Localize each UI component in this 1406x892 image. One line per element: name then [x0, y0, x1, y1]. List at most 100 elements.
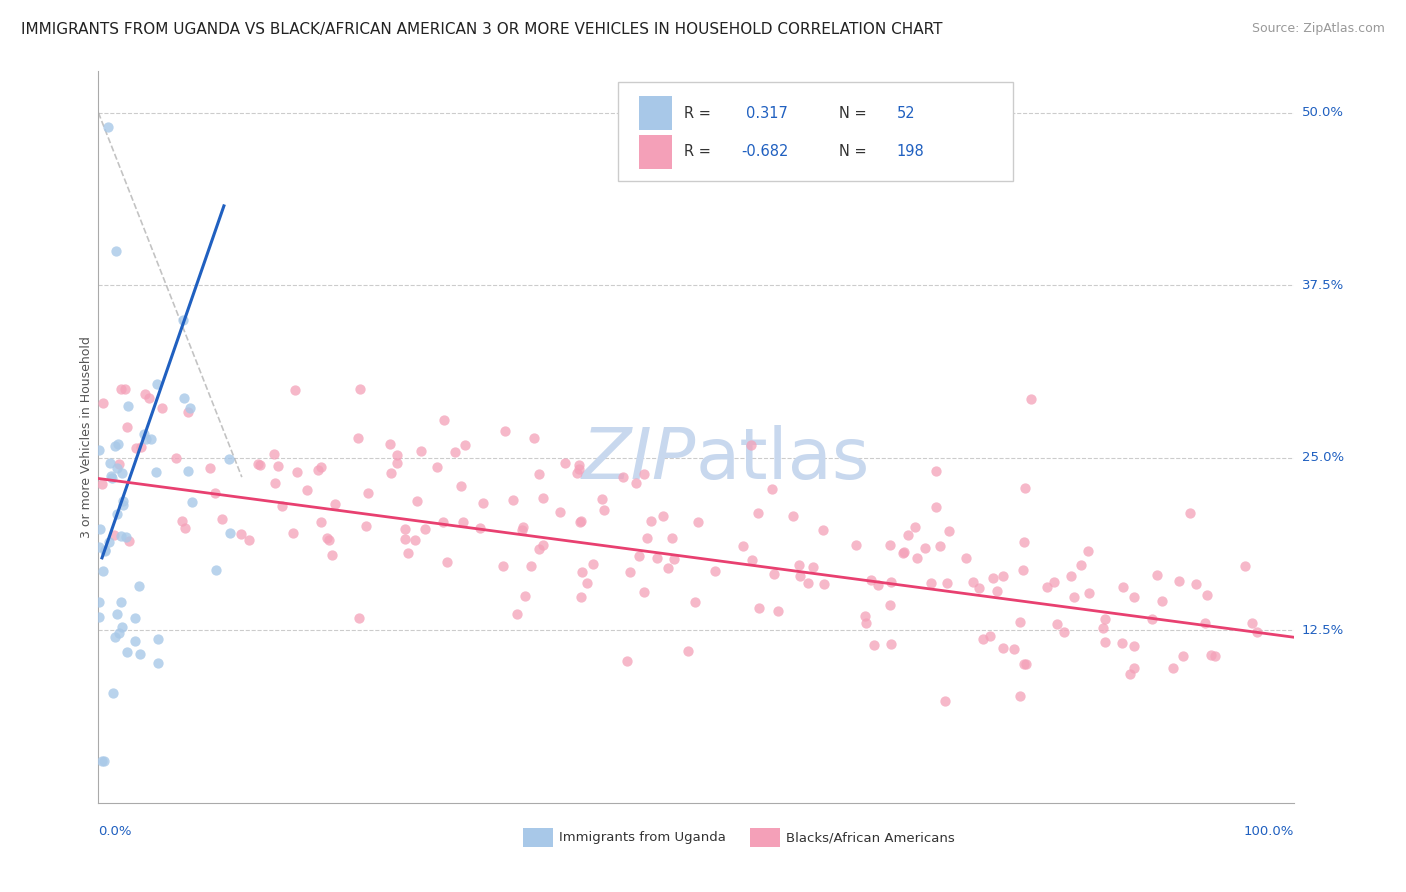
Point — [307, 463, 329, 477]
Text: 50.0%: 50.0% — [1302, 106, 1344, 120]
Point — [789, 558, 811, 572]
Point — [145, 466, 167, 480]
Text: Source: ZipAtlas.com: Source: ZipAtlas.com — [1251, 22, 1385, 36]
Point — [426, 459, 449, 474]
Text: 198: 198 — [897, 145, 925, 160]
Point — [529, 542, 551, 557]
Point — [567, 462, 589, 476]
Point — [87, 610, 110, 624]
Point — [1060, 568, 1083, 582]
Point — [879, 599, 901, 613]
Point — [97, 535, 120, 549]
Text: R =: R = — [685, 105, 711, 120]
Point — [94, 544, 117, 558]
Point — [1035, 580, 1057, 594]
Point — [688, 515, 710, 529]
Point — [1199, 648, 1222, 662]
Point — [880, 637, 903, 651]
Point — [972, 632, 994, 646]
Point — [662, 551, 685, 566]
Point — [107, 625, 129, 640]
Point — [177, 464, 200, 478]
Point — [1119, 667, 1142, 681]
Point — [134, 427, 156, 442]
Point — [506, 607, 529, 622]
Point — [633, 585, 655, 599]
Point — [436, 555, 458, 569]
Y-axis label: 3 or more Vehicles in Household: 3 or more Vehicles in Household — [80, 336, 93, 538]
Point — [105, 244, 128, 258]
Point — [891, 546, 914, 560]
Point — [89, 522, 111, 536]
Point — [845, 538, 868, 552]
Point — [263, 476, 285, 491]
Point — [135, 433, 157, 447]
Point — [813, 577, 835, 591]
Point — [633, 467, 655, 482]
Point — [172, 312, 194, 326]
Point — [90, 755, 112, 769]
Point — [454, 438, 477, 452]
Point — [249, 458, 271, 473]
Point — [531, 538, 554, 552]
Point — [1123, 640, 1146, 654]
Point — [569, 516, 592, 530]
Text: -0.682: -0.682 — [741, 145, 789, 160]
Point — [432, 515, 454, 529]
Point — [768, 603, 790, 617]
Point — [468, 521, 491, 535]
Point — [173, 391, 195, 405]
Point — [347, 610, 370, 624]
Point — [657, 561, 679, 575]
Point — [316, 531, 339, 545]
Point — [91, 477, 114, 491]
Point — [967, 581, 990, 595]
Point — [678, 643, 700, 657]
Point — [762, 566, 785, 581]
Point — [879, 575, 901, 590]
Point — [1014, 481, 1036, 495]
Point — [548, 505, 571, 519]
Point — [413, 522, 436, 536]
Point — [531, 491, 554, 505]
Text: atlas: atlas — [696, 425, 870, 493]
Point — [129, 647, 152, 661]
Point — [1112, 580, 1135, 594]
Point — [385, 456, 408, 470]
Point — [444, 445, 467, 459]
Point — [502, 493, 524, 508]
Point — [568, 458, 591, 473]
Point — [263, 447, 285, 461]
Point — [103, 528, 125, 542]
Point — [983, 571, 1005, 585]
Point — [117, 645, 139, 659]
Point — [554, 456, 576, 470]
Point — [94, 543, 117, 558]
Point — [107, 507, 129, 521]
Point — [1195, 587, 1218, 601]
Point — [131, 441, 153, 455]
Point — [1070, 558, 1092, 573]
Point — [991, 568, 1014, 582]
Point — [281, 526, 304, 541]
Point — [125, 441, 148, 455]
Point — [512, 519, 534, 533]
Point — [87, 443, 110, 458]
Point — [89, 595, 111, 609]
Point — [229, 526, 252, 541]
Point — [174, 521, 197, 535]
Point — [404, 533, 426, 548]
Point — [138, 392, 160, 406]
Point — [218, 452, 240, 467]
Point — [118, 534, 141, 549]
Point — [396, 546, 419, 560]
Point — [98, 456, 121, 470]
Point — [1204, 649, 1226, 664]
Point — [571, 565, 593, 579]
Point — [450, 478, 472, 492]
Point — [453, 515, 475, 529]
Point — [309, 515, 332, 529]
Point — [100, 469, 122, 483]
Point — [204, 563, 226, 577]
Point — [1012, 657, 1035, 672]
